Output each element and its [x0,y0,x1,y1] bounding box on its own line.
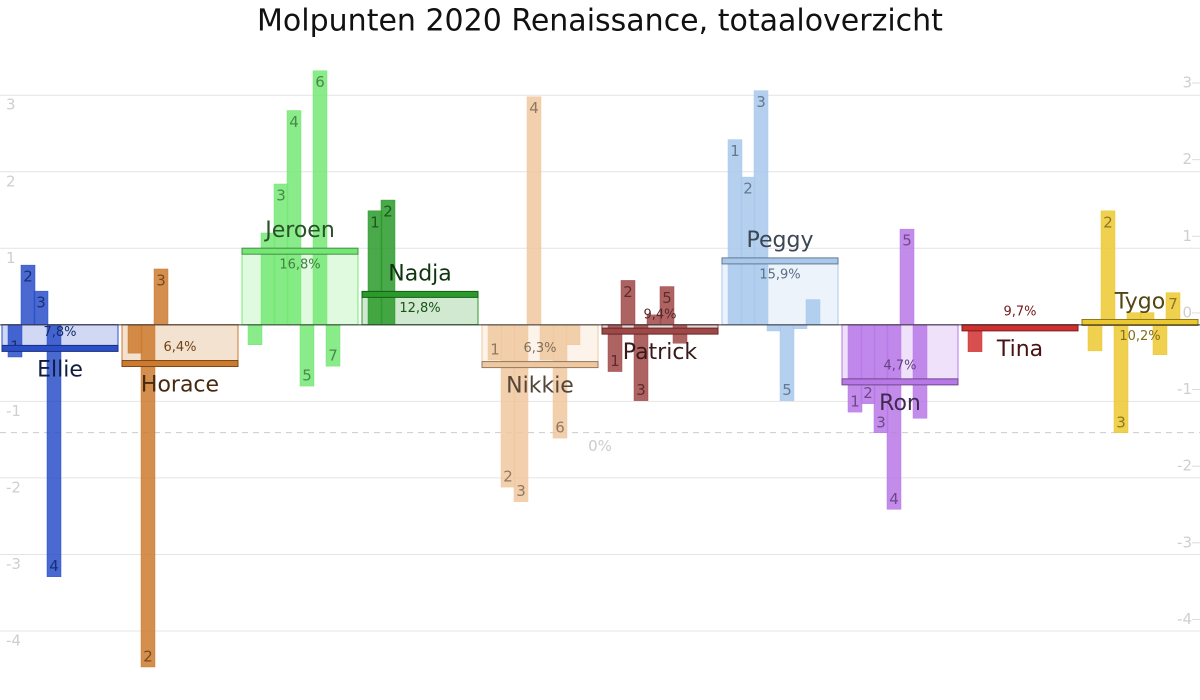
episode-label: 3 [516,482,526,500]
episode-label: 5 [662,289,672,307]
episode-label: 6 [315,73,325,91]
episode-label: 4 [889,490,899,508]
y2-tick-label: -2 [1177,457,1192,475]
episode-label: 4 [529,99,539,117]
share-edge [1,344,119,352]
series-name: Tygo [1114,289,1165,314]
episode-label: 2 [383,203,393,221]
bar [565,324,581,345]
y-tick-label: 2 [6,172,16,190]
y2-tick-label: -4 [1177,610,1192,628]
bar [727,139,743,326]
bar [247,324,263,345]
y2-tick-label: -1 [1177,380,1192,398]
bar [753,90,769,326]
y-tick-label: 1 [6,249,16,267]
share-label: 12,8% [399,301,440,316]
bar [805,299,821,326]
share-edge [1081,318,1199,326]
episode-label: 7 [1168,295,1178,313]
episode-label: 5 [782,381,792,399]
y-tick-label: -2 [6,478,21,496]
episode-label: 7 [328,347,338,365]
y-tick-label: -4 [6,632,21,650]
y2-tick-label: 1 [1182,227,1192,245]
share-edge [961,324,1079,332]
episode-label: 4 [289,113,299,131]
bar [127,324,143,354]
bar [792,324,808,329]
share-label: 16,8% [279,258,320,273]
bar [766,324,782,332]
episode-label: 3 [876,413,886,431]
share-label: 10,2% [1119,329,1160,344]
y-tick-label: -3 [6,555,21,573]
series-name: Nikkie [506,374,574,399]
episode-label: 2 [863,384,873,402]
share-edge [241,247,359,255]
bar [1087,324,1103,352]
share-edge [841,378,959,386]
series-name: Ellie [37,357,83,382]
y-tick-label: -1 [6,402,21,420]
episode-label: 2 [23,268,33,286]
chart-title: Molpunten 2020 Renaissance, totaaloverzi… [257,4,943,39]
episode-label: 3 [36,294,46,312]
episode-label: 2 [743,180,753,198]
episode-label: 3 [1116,413,1126,431]
y2-tick-label: -3 [1177,533,1192,551]
bar [260,232,276,326]
episode-label: 1 [730,142,740,160]
share-edge [721,257,839,265]
share-label: 9,4% [643,308,676,323]
bar [500,324,516,488]
episode-label: 3 [156,271,166,289]
reference-label: 0% [588,437,612,455]
series-name: Horace [141,373,219,398]
episode-label: 3 [276,187,286,205]
bar [886,324,902,510]
share-label: 6,3% [523,341,556,356]
episode-label: 1 [850,393,860,411]
episode-label: 5 [302,367,312,385]
y2-tick-label: 3 [1182,73,1192,91]
series-name: Tina [996,337,1043,362]
series-name: Ron [879,391,921,416]
series-name: Patrick [623,340,698,365]
share-edge [361,290,479,298]
share-label: 9,7% [1003,304,1036,319]
y2-tick-label: 2 [1182,150,1192,168]
share-label: 4,7% [883,358,916,373]
y2-tick-label: 0 [1182,303,1192,321]
episode-label: 3 [636,381,646,399]
episode-label: 1 [610,352,620,370]
episode-label: 5 [902,232,912,250]
episode-label: 1 [370,213,380,231]
series-name: Nadja [388,261,452,286]
share-edge [481,361,599,369]
episode-label: 6 [555,419,565,437]
episode-label: 2 [1103,213,1113,231]
episode-label: 2 [623,283,633,301]
share-label: 7,8% [43,325,76,340]
bar [312,70,328,326]
episode-label: 2 [143,647,153,665]
episode-label: 3 [756,93,766,111]
episode-label: 2 [503,468,513,486]
share-edge [601,327,719,335]
share-label: 15,9% [759,267,800,282]
series-name: Peggy [747,228,814,253]
share-label: 6,4% [163,340,196,355]
share-edge [121,360,239,368]
episode-label: 1 [490,341,500,359]
series-name: Jeroen [263,218,335,243]
y-tick-label: 3 [6,96,16,114]
episode-label: 4 [49,557,59,575]
bar [526,96,542,326]
